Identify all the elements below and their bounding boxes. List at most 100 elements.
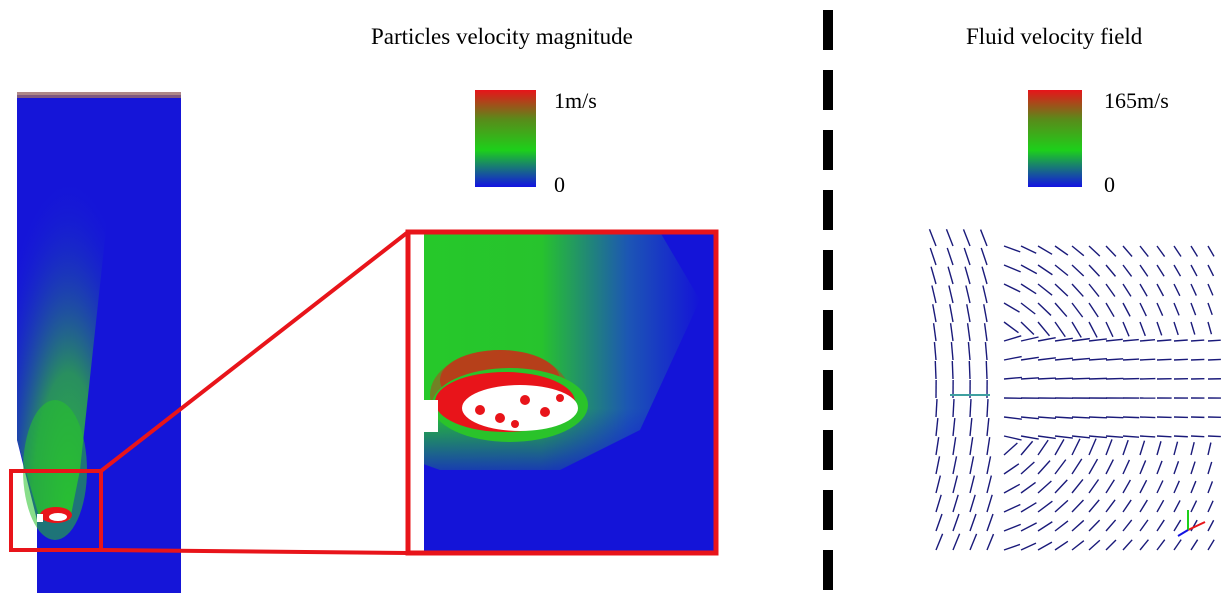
velocity-vector (948, 285, 954, 304)
velocity-vector (952, 437, 957, 456)
velocity-vector (952, 494, 959, 513)
velocity-vector (1122, 479, 1132, 494)
velocity-vector (935, 437, 940, 456)
velocity-vector (1139, 416, 1156, 419)
velocity-vector (935, 513, 943, 532)
velocity-vector (1207, 302, 1213, 316)
velocity-vector (1020, 321, 1035, 336)
particles-colorbar-max: 1m/s (554, 88, 597, 113)
velocity-vector (1054, 283, 1069, 297)
velocity-vector (1037, 435, 1056, 440)
velocity-vector (966, 304, 971, 323)
velocity-vector (931, 285, 937, 304)
velocity-vector (1156, 302, 1164, 316)
velocity-vector (1156, 539, 1166, 551)
velocity-vector (1054, 264, 1069, 277)
velocity-vector (1003, 321, 1019, 334)
velocity-vector (1054, 337, 1073, 342)
velocity-vector (1020, 440, 1034, 456)
velocity-vector (1003, 302, 1020, 313)
velocity-vector (1088, 519, 1101, 532)
velocity-vector (1071, 245, 1085, 257)
velocity-vector (969, 418, 973, 437)
velocity-vector (1173, 302, 1180, 316)
velocity-vector (1020, 481, 1036, 494)
velocity-vector (1037, 377, 1057, 380)
velocity-vector (1020, 302, 1036, 315)
velocity-vector (1105, 302, 1115, 318)
velocity-vector (1071, 357, 1090, 361)
velocity-vector (1139, 460, 1147, 475)
velocity-vector (1105, 264, 1117, 277)
velocity-vector (1207, 442, 1212, 456)
velocity-vector (1190, 539, 1199, 551)
velocity-vector (1122, 499, 1132, 513)
velocity-vector (1054, 321, 1066, 338)
velocity-vector (1139, 440, 1146, 456)
velocity-vector (1054, 540, 1069, 551)
velocity-vector (1020, 435, 1039, 440)
velocity-vector (949, 304, 954, 323)
velocity-vector (1122, 519, 1133, 532)
velocity-vector (1156, 499, 1165, 513)
axis-triad-icon (1177, 510, 1206, 537)
velocity-vector (935, 398, 938, 418)
velocity-vector (969, 437, 974, 456)
velocity-vector (1173, 435, 1188, 438)
velocity-vector (1037, 264, 1053, 276)
velocity-vector (928, 229, 937, 247)
velocity-vector (983, 323, 988, 342)
velocity-vector (968, 360, 971, 380)
velocity-vector (1088, 338, 1107, 342)
velocity-vector (952, 513, 960, 532)
velocity-vector (981, 266, 988, 285)
velocity-vector (1173, 460, 1180, 475)
velocity-vector (947, 266, 954, 285)
velocity-vector (951, 360, 954, 380)
velocity-vector (1003, 264, 1021, 273)
velocity-vector (986, 456, 992, 475)
velocity-vector (1156, 283, 1165, 297)
velocity-vector (1122, 264, 1133, 277)
velocity-vector (1156, 358, 1172, 361)
velocity-vector (1190, 302, 1197, 316)
velocity-vector (1207, 245, 1215, 257)
velocity-vector (1139, 358, 1156, 361)
velocity-vector (1088, 479, 1100, 494)
velocity-vector (1054, 520, 1069, 532)
velocity-vector (1156, 519, 1165, 532)
velocity-vector (1105, 479, 1115, 494)
particles-title: Particles velocity magnitude (371, 24, 633, 49)
velocity-vector (1054, 357, 1073, 361)
velocity-vector (952, 398, 955, 418)
fluid-vector-field (928, 228, 1221, 551)
zoomed-particle-view (408, 232, 716, 553)
velocity-vector (1020, 283, 1037, 295)
velocity-vector (934, 360, 937, 380)
velocity-vector (1207, 264, 1215, 277)
velocity-vector (1054, 245, 1069, 256)
velocity-vector (1139, 539, 1149, 551)
velocity-vector (1020, 522, 1037, 532)
velocity-vector (1105, 459, 1114, 475)
velocity-vector (986, 533, 995, 551)
fluid-title: Fluid velocity field (966, 24, 1143, 49)
velocity-vector (1088, 264, 1101, 277)
velocity-vector (986, 513, 994, 532)
velocity-vector (1190, 435, 1205, 438)
velocity-vector (1020, 416, 1039, 420)
velocity-vector (1139, 245, 1149, 257)
velocity-vector (1088, 416, 1108, 419)
velocity-vector (1122, 338, 1139, 342)
velocity-vector (1071, 540, 1085, 551)
velocity-vector (933, 342, 937, 361)
velocity-vector (1105, 539, 1117, 551)
velocity-vector (1139, 321, 1146, 337)
velocity-vector (1207, 358, 1221, 361)
fluid-colorbar-max: 165m/s (1104, 88, 1169, 113)
velocity-vector (930, 266, 937, 285)
velocity-vector (1003, 416, 1022, 420)
velocity-vector (1088, 539, 1101, 551)
velocity-vector (949, 323, 954, 342)
